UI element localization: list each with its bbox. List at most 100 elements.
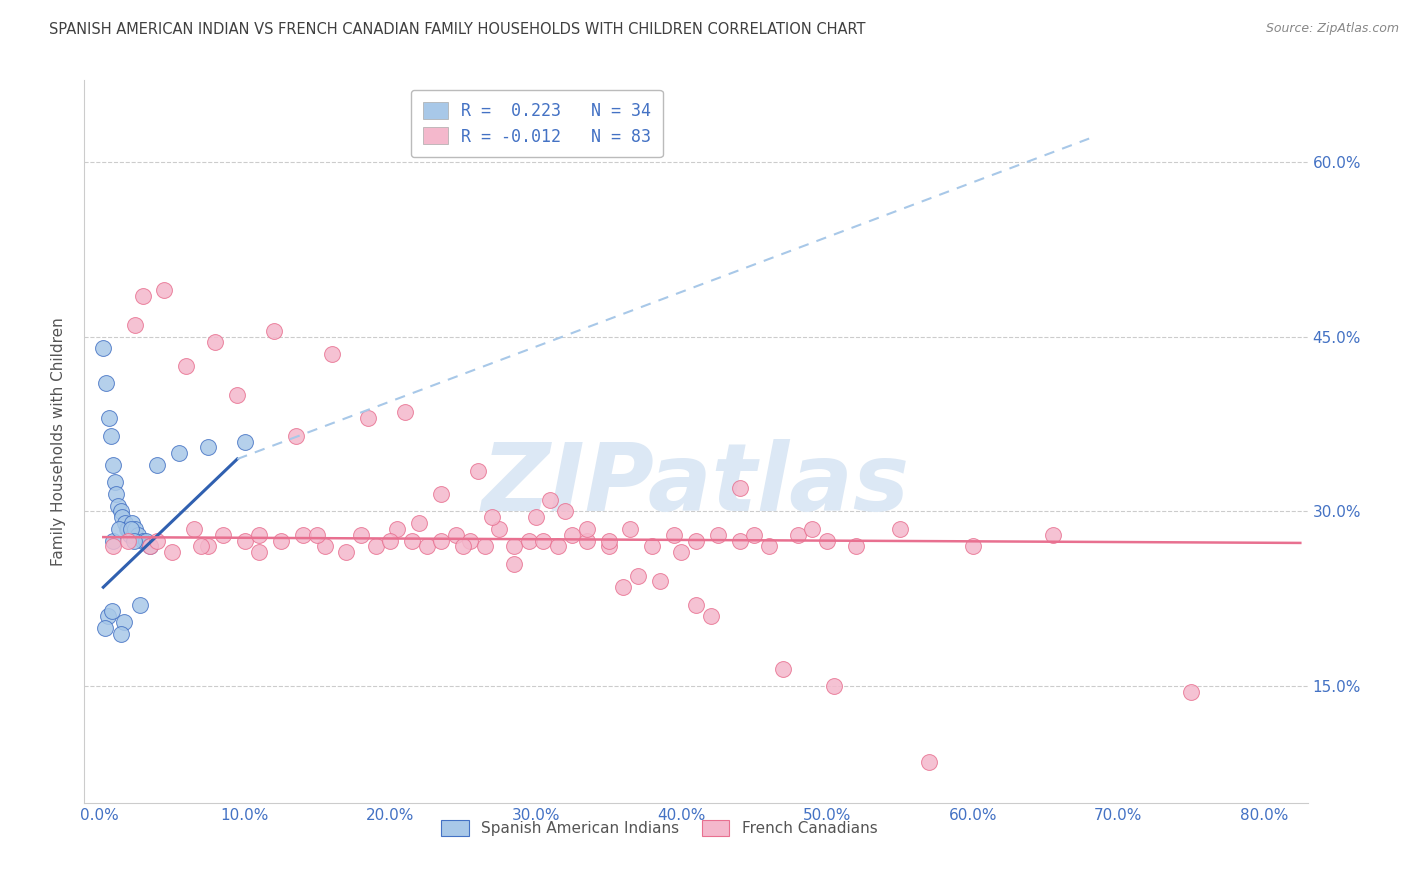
Point bbox=[124, 318, 146, 332]
Point bbox=[1180, 685, 1202, 699]
Point bbox=[1042, 528, 1064, 542]
Point bbox=[120, 522, 142, 536]
Point bbox=[430, 487, 453, 501]
Point bbox=[918, 755, 941, 769]
Point bbox=[314, 540, 336, 554]
Point bbox=[685, 598, 707, 612]
Point bbox=[380, 533, 402, 548]
Point bbox=[357, 411, 380, 425]
Point bbox=[707, 528, 730, 542]
Legend: Spanish American Indians, French Canadians: Spanish American Indians, French Canadia… bbox=[434, 814, 883, 842]
Point bbox=[108, 522, 131, 536]
Point bbox=[291, 528, 314, 542]
Point bbox=[247, 528, 270, 542]
Point bbox=[117, 522, 139, 536]
Point bbox=[641, 540, 664, 554]
Point bbox=[101, 603, 124, 617]
Point bbox=[174, 359, 197, 373]
Point bbox=[742, 528, 765, 542]
Point bbox=[167, 446, 190, 460]
Point bbox=[444, 528, 467, 542]
Point bbox=[598, 540, 620, 554]
Point bbox=[233, 434, 256, 449]
Point bbox=[503, 540, 526, 554]
Point bbox=[801, 522, 824, 536]
Point bbox=[226, 388, 249, 402]
Point bbox=[91, 341, 114, 355]
Point bbox=[127, 528, 149, 542]
Point bbox=[815, 533, 838, 548]
Point bbox=[103, 540, 125, 554]
Point bbox=[247, 545, 270, 559]
Text: SPANISH AMERICAN INDIAN VS FRENCH CANADIAN FAMILY HOUSEHOLDS WITH CHILDREN CORRE: SPANISH AMERICAN INDIAN VS FRENCH CANADI… bbox=[49, 22, 866, 37]
Point bbox=[96, 376, 118, 391]
Point bbox=[554, 504, 576, 518]
Point bbox=[121, 516, 143, 530]
Point bbox=[962, 540, 984, 554]
Text: Source: ZipAtlas.com: Source: ZipAtlas.com bbox=[1265, 22, 1399, 36]
Point bbox=[190, 540, 212, 554]
Point bbox=[111, 510, 134, 524]
Point bbox=[131, 289, 153, 303]
Point bbox=[481, 510, 503, 524]
Point bbox=[270, 533, 292, 548]
Point bbox=[131, 533, 153, 548]
Point bbox=[122, 533, 145, 548]
Point bbox=[110, 504, 132, 518]
Point bbox=[104, 475, 127, 490]
Point bbox=[350, 528, 373, 542]
Point bbox=[364, 540, 387, 554]
Point bbox=[787, 528, 810, 542]
Point bbox=[451, 540, 474, 554]
Point bbox=[823, 679, 845, 693]
Point bbox=[183, 522, 205, 536]
Point bbox=[284, 428, 307, 442]
Point bbox=[575, 533, 598, 548]
Point bbox=[430, 533, 453, 548]
Point bbox=[146, 533, 169, 548]
Point bbox=[233, 533, 256, 548]
Point bbox=[458, 533, 481, 548]
Point bbox=[97, 609, 120, 624]
Point bbox=[128, 598, 150, 612]
Point bbox=[474, 540, 496, 554]
Point bbox=[105, 487, 128, 501]
Point bbox=[758, 540, 780, 554]
Point bbox=[538, 492, 561, 507]
Point bbox=[547, 540, 569, 554]
Point bbox=[889, 522, 911, 536]
Point bbox=[503, 557, 526, 571]
Point bbox=[153, 283, 176, 297]
Point bbox=[575, 522, 598, 536]
Point bbox=[728, 481, 751, 495]
Point bbox=[118, 528, 141, 542]
Point bbox=[98, 411, 121, 425]
Point bbox=[197, 540, 219, 554]
Point bbox=[671, 545, 693, 559]
Point bbox=[408, 516, 430, 530]
Point bbox=[415, 540, 437, 554]
Point bbox=[100, 428, 122, 442]
Point bbox=[135, 533, 157, 548]
Point bbox=[117, 533, 139, 548]
Point bbox=[204, 335, 226, 350]
Point bbox=[728, 533, 751, 548]
Point bbox=[561, 528, 583, 542]
Point bbox=[114, 516, 136, 530]
Point bbox=[387, 522, 409, 536]
Point bbox=[488, 522, 510, 536]
Point bbox=[394, 405, 416, 419]
Point bbox=[139, 540, 162, 554]
Point bbox=[197, 441, 219, 455]
Text: ZIPatlas: ZIPatlas bbox=[482, 439, 910, 531]
Point bbox=[110, 627, 132, 641]
Point bbox=[524, 510, 547, 524]
Point bbox=[531, 533, 554, 548]
Point bbox=[107, 499, 129, 513]
Point bbox=[619, 522, 641, 536]
Point bbox=[685, 533, 707, 548]
Point bbox=[321, 347, 343, 361]
Point bbox=[648, 574, 671, 589]
Point bbox=[307, 528, 329, 542]
Point bbox=[772, 662, 794, 676]
